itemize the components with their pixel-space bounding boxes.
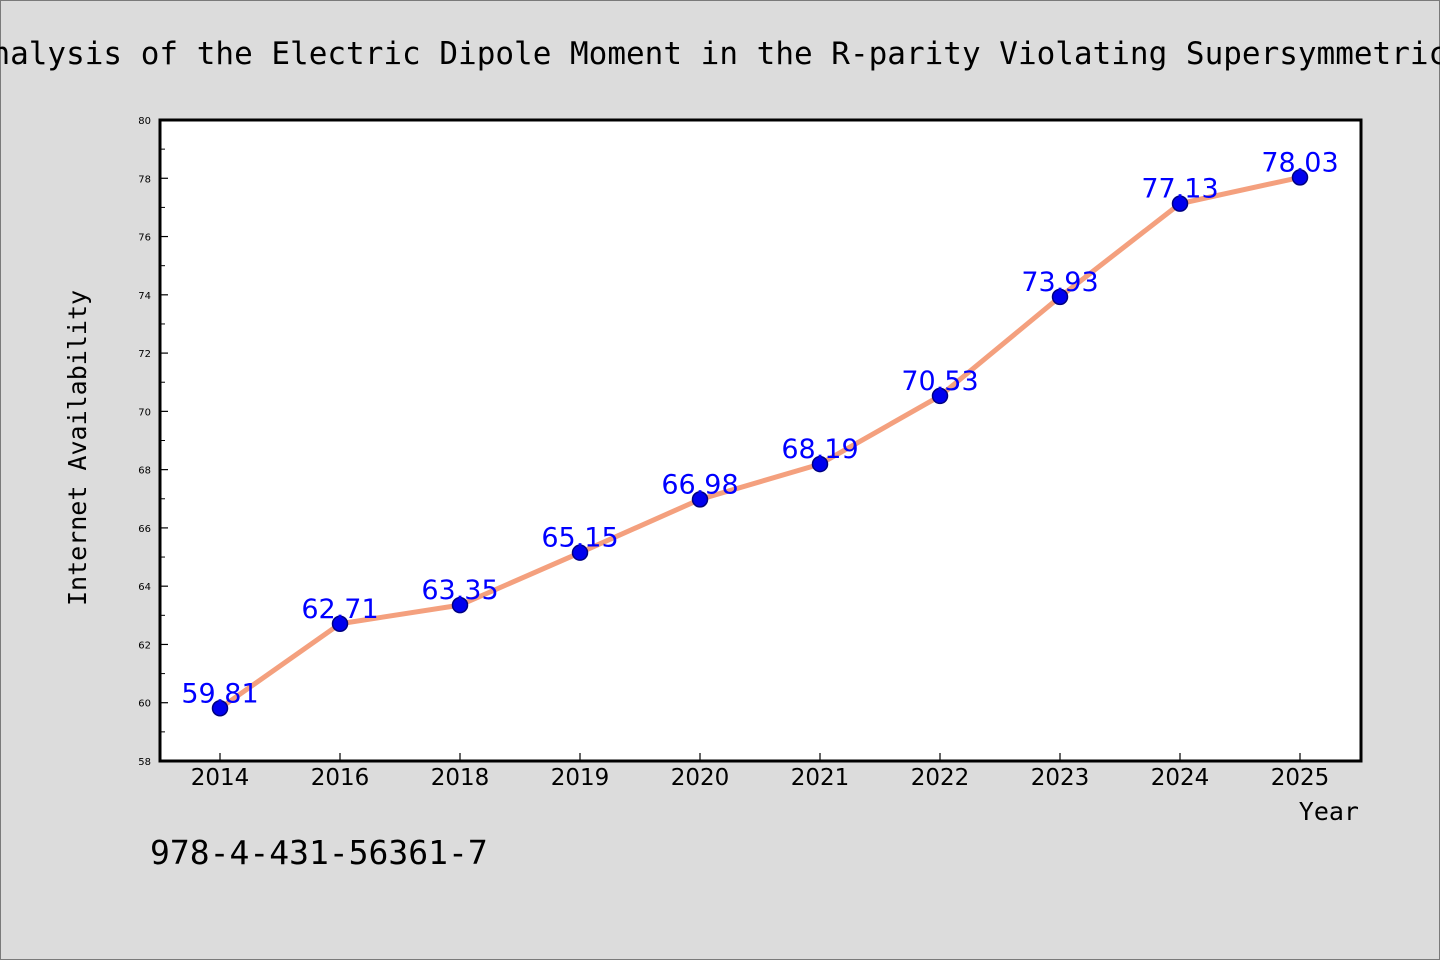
x-tick-label: 2018 <box>431 765 490 791</box>
y-tick-label: 58 <box>138 757 151 768</box>
series-line <box>217 174 1303 711</box>
series-line-group <box>211 169 1309 717</box>
data-point <box>931 387 949 405</box>
x-tick-label: 2021 <box>791 765 850 791</box>
data-point <box>331 615 349 633</box>
data-point <box>211 700 229 717</box>
data-label: 63.35 <box>421 575 498 606</box>
data-point <box>1171 195 1189 212</box>
data-label: 65.15 <box>541 523 618 554</box>
y-tick-label: 80 <box>138 116 151 127</box>
data-point <box>451 596 469 614</box>
y-tick-label: 68 <box>138 466 151 477</box>
data-label: 77.13 <box>1141 174 1218 205</box>
x-tick-label: 2014 <box>191 765 250 791</box>
data-label: 59.81 <box>181 678 258 709</box>
y-tick-label: 60 <box>138 699 151 710</box>
data-labels-group: 59.81 62.71 63.35 65.15 66.98 68.19 70.53 73.93… <box>181 147 1338 709</box>
data-label: 70.53 <box>901 366 978 397</box>
data-label: 66.98 <box>661 469 738 500</box>
y-tick-label: 62 <box>138 640 151 651</box>
y-tick-label: 66 <box>138 524 151 535</box>
y-tick-label: 76 <box>138 233 151 244</box>
x-tick-label: 2020 <box>671 765 730 791</box>
data-label: 68.19 <box>781 434 858 465</box>
y-axis: 58 60 62 64 66 68 70 72 74 76 78 80 <box>138 116 168 768</box>
x-tick-label: 2024 <box>1151 765 1210 791</box>
y-tick-label: 78 <box>138 174 151 185</box>
x-tick-label: 2019 <box>551 765 610 791</box>
chart-title: Analysis of the Electric Dipole Moment i… <box>0 36 1440 72</box>
data-point <box>811 455 829 473</box>
x-axis-title: Year <box>1299 797 1359 826</box>
data-label: 62.71 <box>301 594 378 625</box>
x-tick-label: 2023 <box>1031 765 1090 791</box>
x-axis: 2014 2016 2018 2019 2020 2021 2022 2023 2024 2025 <box>191 753 1330 791</box>
x-tick-label: 2016 <box>311 765 370 791</box>
y-tick-label: 70 <box>138 407 151 418</box>
y-tick-label: 64 <box>138 582 151 593</box>
data-label: 73.93 <box>1021 267 1098 298</box>
y-tick-label: 74 <box>138 291 151 302</box>
isbn-text: 978-4-431-56361-7 <box>150 833 488 872</box>
x-tick-label: 2025 <box>1271 765 1330 791</box>
y-axis-title: Internet Availability <box>63 290 92 606</box>
data-point <box>1051 288 1069 306</box>
data-point <box>571 544 589 561</box>
data-label: 78.03 <box>1261 147 1338 178</box>
data-point <box>691 491 709 508</box>
plot-area <box>158 118 1363 763</box>
y-tick-label: 72 <box>138 349 151 360</box>
x-tick-label: 2022 <box>911 765 970 791</box>
data-point <box>1291 169 1309 186</box>
